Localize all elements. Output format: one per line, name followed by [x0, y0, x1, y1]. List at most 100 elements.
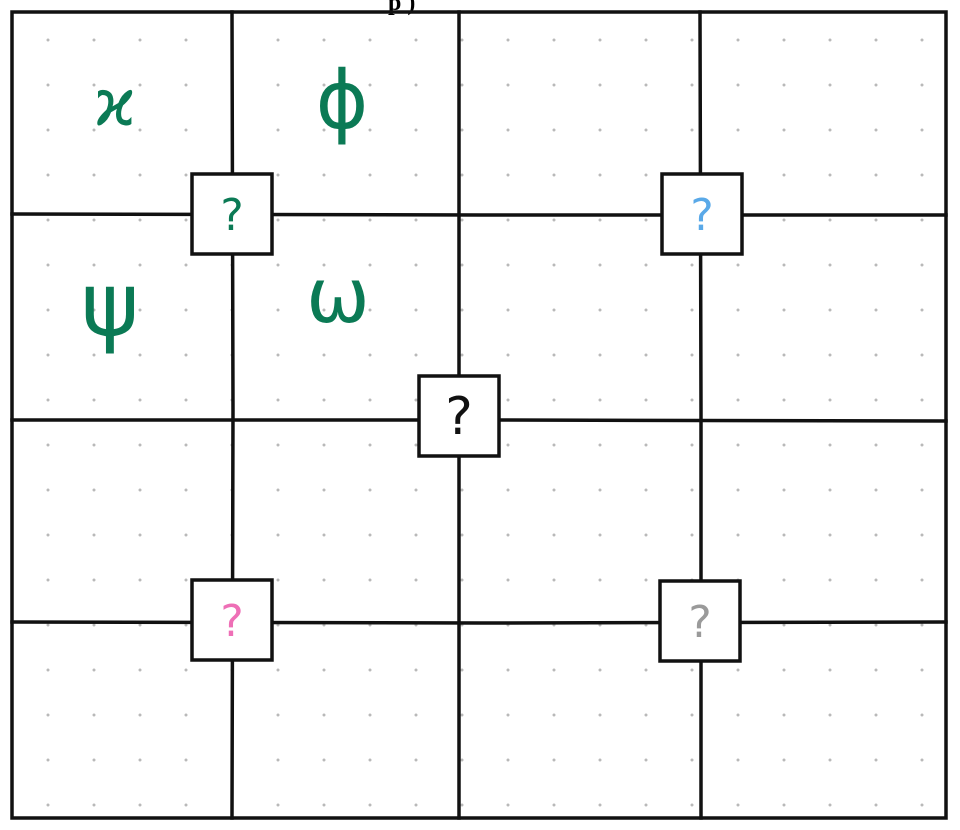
symbol-psi: ψ: [81, 253, 139, 356]
grid-dot: [828, 128, 832, 132]
grid-dot: [138, 398, 142, 402]
grid-dot: [46, 263, 50, 267]
grid-dot: [276, 398, 280, 402]
grid-dot: [368, 38, 372, 42]
grid-dot: [184, 803, 188, 807]
grid-dot: [414, 443, 418, 447]
grid-dot: [506, 398, 510, 402]
grid-dot: [736, 398, 740, 402]
grid-dot: [322, 398, 326, 402]
grid-dot: [184, 533, 188, 537]
grid-dot: [828, 83, 832, 87]
grid-dot: [138, 533, 142, 537]
grid-dot: [828, 623, 832, 627]
grid-dot: [414, 173, 418, 177]
grid-dot: [828, 398, 832, 402]
grid-dot: [874, 353, 878, 357]
question-box-layer: ? ? ? ? ?: [190, 172, 744, 663]
question-box-bottom-left[interactable]: ?: [190, 578, 274, 662]
grid-dot: [276, 308, 280, 312]
grid-dot: [644, 803, 648, 807]
grid-dot: [644, 308, 648, 312]
grid-dot: [506, 263, 510, 267]
grid-dot: [920, 353, 924, 357]
grid-dot: [920, 38, 924, 42]
grid-dot: [874, 578, 878, 582]
grid-dot: [736, 128, 740, 132]
grid-dot: [368, 263, 372, 267]
grid-dot: [184, 128, 188, 132]
grid-dot: [276, 713, 280, 717]
grid-dot: [874, 398, 878, 402]
grid-dot: [276, 83, 280, 87]
question-box-bottom-right[interactable]: ?: [658, 579, 742, 663]
grid-dot: [690, 128, 694, 132]
grid-dot: [138, 38, 142, 42]
grid-dot: [598, 578, 602, 582]
grid-dot: [598, 128, 602, 132]
grid-dot: [736, 263, 740, 267]
grid-dot: [276, 533, 280, 537]
grid-dot: [920, 263, 924, 267]
grid-dot: [644, 488, 648, 492]
question-mark-top-right: ?: [690, 190, 713, 241]
grid-dot: [828, 308, 832, 312]
grid-dot: [506, 488, 510, 492]
grid-dot: [368, 128, 372, 132]
grid-dot: [690, 488, 694, 492]
grid-dot: [874, 758, 878, 762]
grid-dot: [782, 398, 786, 402]
grid-dot: [322, 38, 326, 42]
grid-dot: [598, 218, 602, 222]
grid-dot: [874, 623, 878, 627]
grid-dot: [46, 218, 50, 222]
grid-dot: [782, 668, 786, 672]
grid-dot: [322, 758, 326, 762]
grid-dot: [92, 353, 96, 357]
grid-dot: [782, 308, 786, 312]
grid-dot: [690, 83, 694, 87]
grid-dot: [782, 128, 786, 132]
grid-dot: [552, 83, 556, 87]
grid-dot: [920, 713, 924, 717]
grid-dot: [552, 803, 556, 807]
grid-dot: [322, 128, 326, 132]
grid-dot: [460, 353, 464, 357]
question-box-top-right[interactable]: ?: [660, 172, 744, 256]
grid-dot: [276, 263, 280, 267]
grid-dot: [506, 803, 510, 807]
grid-dot: [782, 218, 786, 222]
grid-dot: [874, 668, 878, 672]
grid-dot: [736, 308, 740, 312]
grid-dot: [414, 263, 418, 267]
grid-dot: [690, 668, 694, 672]
grid-dot: [782, 623, 786, 627]
grid-dot: [690, 263, 694, 267]
grid-dot: [322, 803, 326, 807]
grid-dot: [874, 38, 878, 42]
grid-dot: [874, 263, 878, 267]
grid-dot: [322, 263, 326, 267]
grid-dot: [184, 488, 188, 492]
grid-dot: [460, 128, 464, 132]
grid-dot: [460, 713, 464, 717]
grid-dot: [184, 38, 188, 42]
grid-dot: [414, 713, 418, 717]
grid-dot: [552, 758, 556, 762]
grid-dot: [322, 713, 326, 717]
question-mark-bottom-left: ?: [220, 596, 243, 647]
grid-dot: [46, 803, 50, 807]
question-mark-center: ?: [445, 387, 473, 447]
grid-dot: [782, 263, 786, 267]
grid-dot: [552, 128, 556, 132]
grid-dot: [644, 443, 648, 447]
question-box-top-left[interactable]: ?: [190, 172, 274, 256]
question-box-center[interactable]: ?: [417, 374, 501, 458]
grid-dot: [598, 353, 602, 357]
grid-dot: [598, 263, 602, 267]
grid-dot: [276, 353, 280, 357]
grid-dot: [644, 668, 648, 672]
grid-dot: [690, 38, 694, 42]
grid-dot: [920, 398, 924, 402]
grid-dot: [322, 668, 326, 672]
